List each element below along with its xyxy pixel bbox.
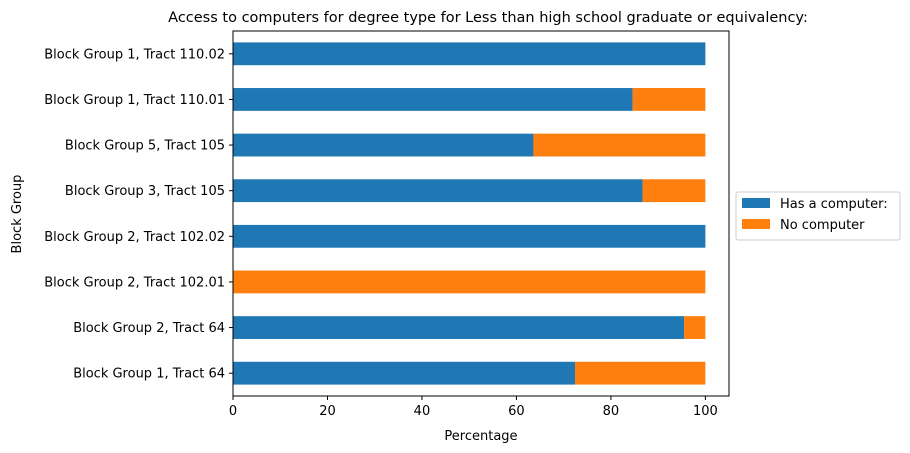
x-axis-ticks: 0 20 40 60 80 100: [229, 396, 718, 419]
y-axis-label: Block Group: [10, 175, 25, 254]
bar-no-computer-4: [642, 179, 706, 203]
y-tick-label: Block Group 3, Tract 105: [65, 184, 225, 199]
x-tick-label: 20: [319, 404, 336, 419]
legend-label-no-computer: No computer: [780, 218, 865, 233]
bar-no-computer-0: [575, 361, 706, 385]
x-tick-label: 0: [229, 404, 237, 419]
x-tick-label: 80: [603, 404, 620, 419]
chart-title: Access to computers for degree type for …: [168, 10, 808, 26]
legend-frame: [735, 191, 901, 241]
y-tick-label: Block Group 2, Tract 64: [73, 321, 225, 336]
bar-has-computer-7: [233, 42, 706, 66]
y-tick-label: Block Group 1, Tract 64: [73, 367, 225, 382]
y-tick-label: Block Group 2, Tract 102.02: [44, 230, 225, 245]
x-tick-label: 100: [693, 404, 718, 419]
bar-no-computer-6: [632, 88, 706, 111]
bar-has-computer-5: [233, 133, 534, 157]
bars-group: [233, 42, 706, 385]
y-tick-label: Block Group 2, Tract 102.01: [44, 275, 225, 290]
bar-no-computer-1: [684, 316, 706, 339]
bar-no-computer-5: [533, 133, 706, 157]
x-axis-label: Percentage: [444, 429, 517, 444]
bar-has-computer-4: [233, 179, 643, 203]
x-tick-label: 40: [414, 404, 431, 419]
legend-swatch-has-computer: [742, 198, 770, 208]
x-tick-label: 60: [508, 404, 525, 419]
y-tick-label: Block Group 1, Tract 110.01: [44, 93, 225, 108]
bar-has-computer-6: [233, 88, 633, 111]
bar-no-computer-2: [233, 270, 706, 294]
bar-has-computer-1: [233, 316, 685, 339]
legend: Has a computer: No computer: [735, 191, 901, 241]
legend-swatch-no-computer: [742, 219, 770, 229]
plot-frame: [232, 30, 730, 397]
legend-label-has-computer: Has a computer:: [780, 197, 888, 212]
y-tick-label: Block Group 5, Tract 105: [65, 139, 225, 154]
bar-has-computer-3: [233, 224, 706, 248]
bar-has-computer-0: [233, 361, 576, 385]
y-axis-ticks: Block Group 1, Tract 64 Block Group 2, Tr…: [44, 47, 233, 382]
y-tick-label: Block Group 1, Tract 110.02: [44, 47, 225, 62]
